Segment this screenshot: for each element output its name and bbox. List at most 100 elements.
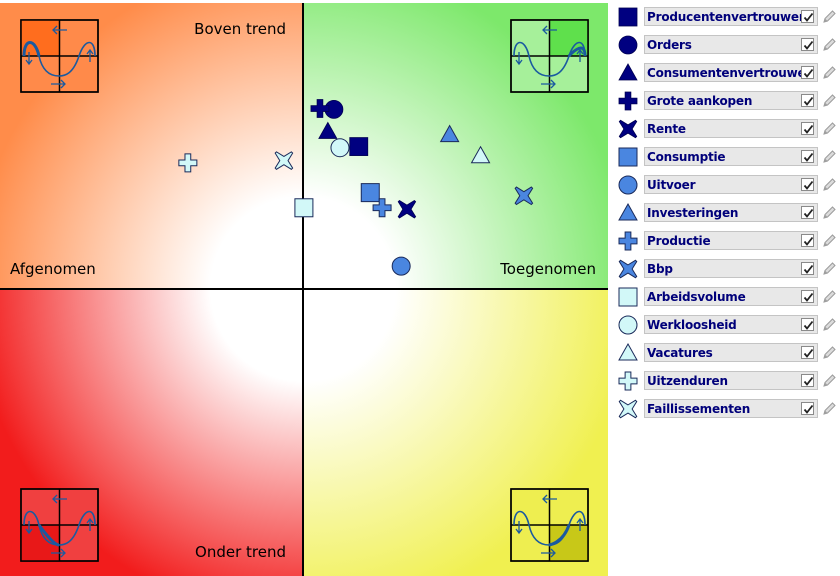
- legend-item-investeringen[interactable]: Investeringen: [616, 200, 840, 228]
- legend-item-orders[interactable]: Orders: [616, 32, 840, 60]
- edit-pencil-icon[interactable]: [820, 400, 838, 418]
- legend-marker-triangle-icon: [618, 342, 638, 361]
- legend-label-box[interactable]: Bbp: [644, 259, 818, 278]
- edit-pencil-icon[interactable]: [820, 316, 838, 334]
- legend-checkbox[interactable]: [801, 346, 814, 359]
- legend-checkbox[interactable]: [801, 66, 814, 79]
- legend-label-box[interactable]: Investeringen: [644, 203, 818, 222]
- label-bottom: Onder trend: [195, 543, 286, 561]
- legend-label-box[interactable]: Faillissementen: [644, 399, 818, 418]
- legend-item-werkloosheid[interactable]: Werkloosheid: [616, 312, 840, 340]
- point-consumptie[interactable]: [360, 183, 380, 203]
- legend-label-box[interactable]: Werkloosheid: [644, 315, 818, 334]
- legend-item-bbp[interactable]: Bbp: [616, 256, 840, 284]
- legend-label-box[interactable]: Grote aankopen: [644, 91, 818, 110]
- legend-item-consumptie[interactable]: Consumptie: [616, 144, 840, 172]
- legend-item-arbeidsvolume[interactable]: Arbeidsvolume: [616, 284, 840, 312]
- legend-marker-square-icon: [618, 287, 638, 307]
- legend-marker-square-icon: [618, 147, 638, 167]
- legend-checkbox[interactable]: [801, 178, 814, 191]
- point-consumentenvertrouwen[interactable]: [318, 121, 338, 139]
- legend-checkbox[interactable]: [801, 262, 814, 275]
- legend-item-consumentenvertrouwen[interactable]: Consumentenvertrouwen: [616, 60, 840, 88]
- edit-pencil-icon[interactable]: [820, 288, 838, 306]
- legend-checkbox[interactable]: [801, 206, 814, 219]
- legend-label: Orders: [647, 38, 692, 52]
- legend-marker-cross-icon: [618, 119, 638, 139]
- legend-label-box[interactable]: Productie: [644, 231, 818, 250]
- point-faillissementen[interactable]: [274, 151, 294, 170]
- legend-label: Consumentenvertrouwen: [647, 66, 814, 80]
- legend-label: Bbp: [647, 262, 673, 276]
- checkmark-icon: [803, 12, 814, 22]
- legend-marker-circle-icon: [618, 315, 638, 335]
- edit-pencil-icon[interactable]: [820, 36, 838, 54]
- legend-label-box[interactable]: Arbeidsvolume: [644, 287, 818, 306]
- legend-marker-plus-icon: [618, 371, 638, 391]
- checkmark-icon: [803, 180, 814, 190]
- legend-label: Rente: [647, 122, 686, 136]
- legend-label-box[interactable]: Orders: [644, 35, 818, 54]
- checkmark-icon: [803, 152, 814, 162]
- point-uitvoer[interactable]: [391, 256, 411, 276]
- cycle-icon-top-left: [20, 19, 99, 93]
- point-uitzenduren[interactable]: [178, 153, 198, 173]
- legend-label-box[interactable]: Consumptie: [644, 147, 818, 166]
- chart-canvas: Boven trend Onder trend Afgenomen Toegen…: [0, 3, 608, 576]
- edit-pencil-icon[interactable]: [820, 260, 838, 278]
- legend-marker-plus-icon: [618, 231, 638, 251]
- point-bbp[interactable]: [514, 186, 534, 206]
- point-rente[interactable]: [397, 199, 417, 219]
- legend-label-box[interactable]: Uitvoer: [644, 175, 818, 194]
- legend-item-grote-aankopen[interactable]: Grote aankopen: [616, 88, 840, 116]
- checkmark-icon: [803, 348, 814, 358]
- edit-pencil-icon[interactable]: [820, 372, 838, 390]
- legend-checkbox[interactable]: [801, 122, 814, 135]
- legend-checkbox[interactable]: [801, 94, 814, 107]
- edit-pencil-icon[interactable]: [820, 92, 838, 110]
- point-werkloosheid[interactable]: [330, 138, 350, 158]
- point-productie[interactable]: [372, 198, 392, 218]
- legend-label-box[interactable]: Producentenvertrouwen: [644, 7, 818, 26]
- checkmark-icon: [803, 376, 814, 386]
- edit-pencil-icon[interactable]: [820, 204, 838, 222]
- legend-item-faillissementen[interactable]: Faillissementen: [616, 396, 840, 424]
- edit-pencil-icon[interactable]: [820, 64, 838, 82]
- edit-pencil-icon[interactable]: [820, 344, 838, 362]
- legend-checkbox[interactable]: [801, 150, 814, 163]
- checkmark-icon: [803, 320, 814, 330]
- legend-checkbox[interactable]: [801, 318, 814, 331]
- legend-checkbox[interactable]: [801, 10, 814, 23]
- point-grote-aankopen[interactable]: [310, 99, 330, 118]
- legend-checkbox[interactable]: [801, 290, 814, 303]
- point-arbeidsvolume[interactable]: [294, 198, 314, 218]
- legend-checkbox[interactable]: [801, 38, 814, 51]
- data-points: [178, 99, 534, 276]
- legend-label-box[interactable]: Vacatures: [644, 343, 818, 362]
- legend-item-producentenvertrouwen[interactable]: Producentenvertrouwen: [616, 4, 840, 32]
- legend-label-box[interactable]: Rente: [644, 119, 818, 138]
- legend-item-uitzenduren[interactable]: Uitzenduren: [616, 368, 840, 396]
- legend-label-box[interactable]: Consumentenvertrouwen: [644, 63, 818, 82]
- legend-marker-plus-icon: [618, 91, 638, 111]
- edit-pencil-icon[interactable]: [820, 8, 838, 26]
- point-vacatures[interactable]: [470, 145, 491, 164]
- edit-pencil-icon[interactable]: [820, 148, 838, 166]
- point-investeringen[interactable]: [439, 124, 460, 143]
- edit-pencil-icon[interactable]: [820, 176, 838, 194]
- edit-pencil-icon[interactable]: [820, 232, 838, 250]
- legend-marker-triangle-icon: [618, 63, 638, 81]
- edit-pencil-icon[interactable]: [820, 120, 838, 138]
- legend-checkbox[interactable]: [801, 234, 814, 247]
- legend-label-box[interactable]: Uitzenduren: [644, 371, 818, 390]
- point-producentenvertrouwen[interactable]: [349, 137, 369, 156]
- legend-checkbox[interactable]: [801, 402, 814, 415]
- legend-item-rente[interactable]: Rente: [616, 116, 840, 144]
- cycle-icon-bottom-right: [510, 488, 589, 562]
- legend-item-vacatures[interactable]: Vacatures: [616, 340, 840, 368]
- checkmark-icon: [803, 404, 814, 414]
- legend-item-uitvoer[interactable]: Uitvoer: [616, 172, 840, 200]
- legend-label: Investeringen: [647, 206, 739, 220]
- legend-item-productie[interactable]: Productie: [616, 228, 840, 256]
- legend-checkbox[interactable]: [801, 374, 814, 387]
